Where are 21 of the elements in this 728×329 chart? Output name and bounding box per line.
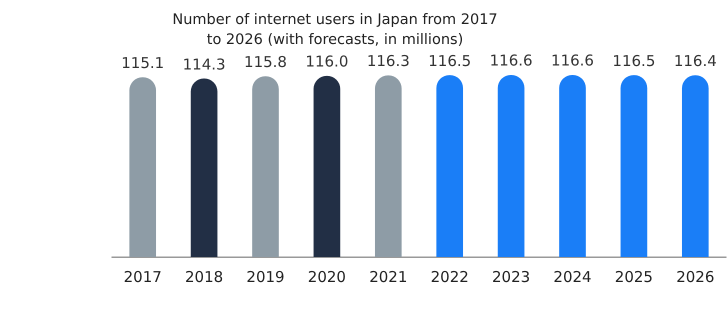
data-label: 116.6 (490, 52, 533, 70)
x-tick-label: 2022 (430, 268, 469, 286)
data-label: 115.1 (121, 54, 164, 72)
x-tick-label: 2023 (492, 268, 530, 286)
data-label: 116.6 (551, 52, 594, 70)
data-label: 115.8 (244, 52, 287, 71)
x-tick-label: 2017 (124, 268, 162, 286)
data-label: 116.0 (305, 52, 348, 71)
chart-title: Number of internet users in Japan from 2017 to 2026 (with forecasts, in millions) (171, 11, 499, 50)
x-tick-label: 2026 (676, 268, 714, 286)
x-tick-label: 2018 (185, 268, 224, 286)
data-label: 116.5 (428, 52, 472, 70)
x-tick-label: 2021 (369, 268, 408, 286)
data-label: 116.3 (366, 52, 410, 70)
data-label: 116.5 (612, 52, 656, 70)
x-tick-label: 2024 (553, 268, 592, 286)
x-tick-label: 2025 (614, 268, 653, 286)
x-tick-label: 2019 (246, 268, 285, 286)
data-label: 114.3 (182, 55, 226, 74)
x-tick-label: 2020 (308, 268, 346, 286)
data-label: 116.4 (674, 52, 717, 70)
